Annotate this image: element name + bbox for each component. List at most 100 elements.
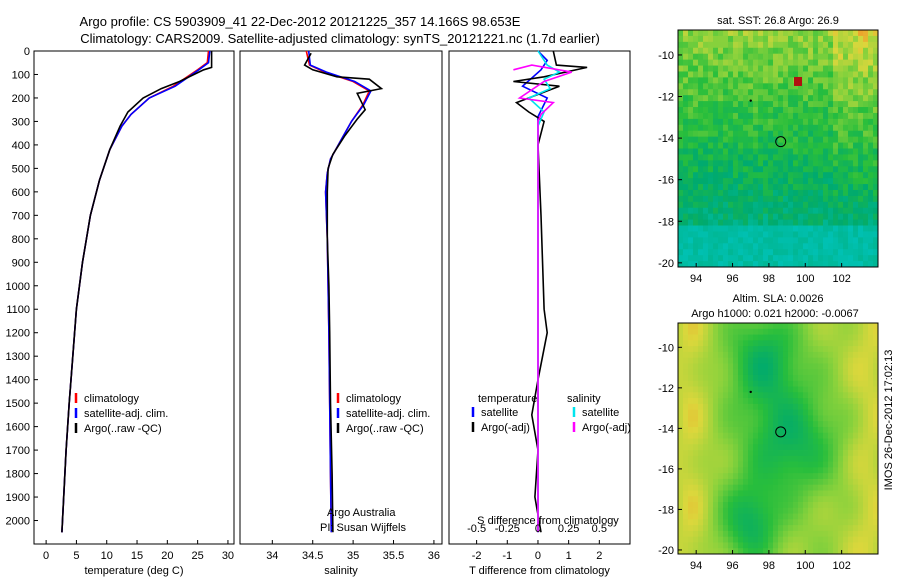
- map-cell: [708, 415, 714, 422]
- map-cell: [853, 195, 859, 203]
- map-cell: [833, 130, 839, 138]
- map-cell: [858, 255, 864, 262]
- map-cell: [773, 530, 779, 538]
- map-cell: [848, 112, 854, 120]
- map-cell: [753, 219, 759, 226]
- map-cell: [768, 261, 774, 268]
- map-cell: [848, 172, 854, 179]
- map-cell: [838, 136, 844, 143]
- map-cell: [743, 340, 749, 347]
- map-cell: [798, 249, 804, 256]
- x-tick-label: -1: [502, 550, 512, 562]
- map-cell: [848, 357, 854, 364]
- map-cell: [723, 490, 729, 497]
- map-cell: [698, 421, 704, 428]
- map-cell: [853, 213, 859, 220]
- map-cell: [858, 426, 864, 434]
- map-cell: [713, 77, 719, 84]
- map-cell: [748, 386, 754, 393]
- map-cell: [803, 357, 809, 364]
- map-cell: [688, 195, 694, 203]
- map-frame: [677, 322, 879, 555]
- map-cell: [698, 178, 704, 185]
- map-cell: [733, 71, 739, 78]
- map-cell: [803, 154, 809, 161]
- map-cell: [743, 107, 749, 114]
- map-cell: [798, 484, 804, 491]
- map-cell: [848, 101, 854, 108]
- map-cell: [748, 124, 754, 132]
- map-cell: [818, 403, 824, 411]
- map-cell: [793, 160, 799, 167]
- map-cell: [773, 351, 779, 359]
- map-cell: [693, 392, 699, 399]
- map-cell: [743, 496, 749, 503]
- map-cell: [758, 421, 764, 428]
- y-tick-label: -18: [658, 504, 674, 516]
- map-cell: [693, 189, 699, 197]
- map-cell: [828, 225, 834, 232]
- map-cell: [838, 77, 844, 84]
- map-cell: [778, 513, 784, 520]
- map-cell: [693, 542, 699, 549]
- map-cell: [858, 172, 864, 179]
- map-cell: [803, 107, 809, 114]
- map-cell: [853, 124, 859, 132]
- map-cell: [838, 71, 844, 78]
- map-cell: [788, 432, 794, 439]
- map-cell: [738, 213, 744, 220]
- map-cell: [758, 195, 764, 203]
- map-cell: [828, 130, 834, 138]
- map-cell: [748, 107, 754, 114]
- map-cell: [723, 231, 729, 238]
- map-cell: [703, 95, 709, 102]
- map-cell: [778, 41, 784, 49]
- map-cell: [708, 71, 714, 78]
- map-cell: [833, 444, 839, 451]
- map-cell: [773, 41, 779, 49]
- map-cell: [828, 484, 834, 491]
- map-cell: [708, 130, 714, 138]
- map-cell: [758, 136, 764, 143]
- map-cell: [818, 490, 824, 497]
- map-cell: [728, 380, 734, 387]
- map-cell: [798, 519, 804, 526]
- map-cell: [828, 357, 834, 364]
- map-cell: [833, 118, 839, 126]
- map-cell: [678, 77, 684, 84]
- map-cell: [693, 461, 699, 468]
- map-cell: [698, 225, 704, 232]
- map-cell: [803, 473, 809, 480]
- map-cell: [788, 415, 794, 422]
- map-cell: [718, 142, 724, 149]
- map-cell: [728, 473, 734, 480]
- map-cell: [798, 142, 804, 149]
- map-cell: [733, 473, 739, 480]
- map-cell: [708, 374, 714, 382]
- map-cell: [678, 496, 684, 503]
- x-axis-label: temperature (deg C): [84, 565, 183, 577]
- map-cell: [768, 346, 774, 353]
- map-cell: [788, 386, 794, 393]
- map-cell: [788, 461, 794, 468]
- map-cell: [688, 112, 694, 120]
- map-cell: [838, 548, 844, 555]
- map-cell: [833, 467, 839, 474]
- map-cell: [813, 172, 819, 179]
- map-cell: [748, 403, 754, 411]
- map-cell: [718, 478, 724, 486]
- map-cell: [828, 525, 834, 532]
- map-cell: [863, 83, 869, 90]
- map-cell: [833, 323, 839, 330]
- map-cell: [783, 496, 789, 503]
- map-cell: [743, 142, 749, 149]
- map-cell: [703, 219, 709, 226]
- map-cell: [773, 548, 779, 555]
- map-cell: [838, 519, 844, 526]
- map-cell: [848, 507, 854, 514]
- map-cell: [773, 461, 779, 468]
- map-cell: [713, 59, 719, 66]
- map-cell: [843, 130, 849, 138]
- map-cell: [738, 47, 744, 55]
- map-cell: [688, 519, 694, 526]
